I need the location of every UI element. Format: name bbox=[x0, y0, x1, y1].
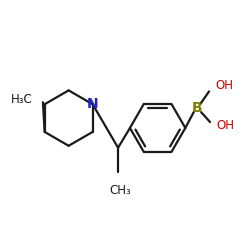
Text: OH: OH bbox=[216, 120, 234, 132]
Text: H₃C: H₃C bbox=[11, 93, 33, 106]
Text: N: N bbox=[87, 97, 99, 111]
Text: OH: OH bbox=[215, 79, 233, 92]
Text: CH₃: CH₃ bbox=[109, 184, 131, 197]
Text: B: B bbox=[192, 101, 202, 115]
